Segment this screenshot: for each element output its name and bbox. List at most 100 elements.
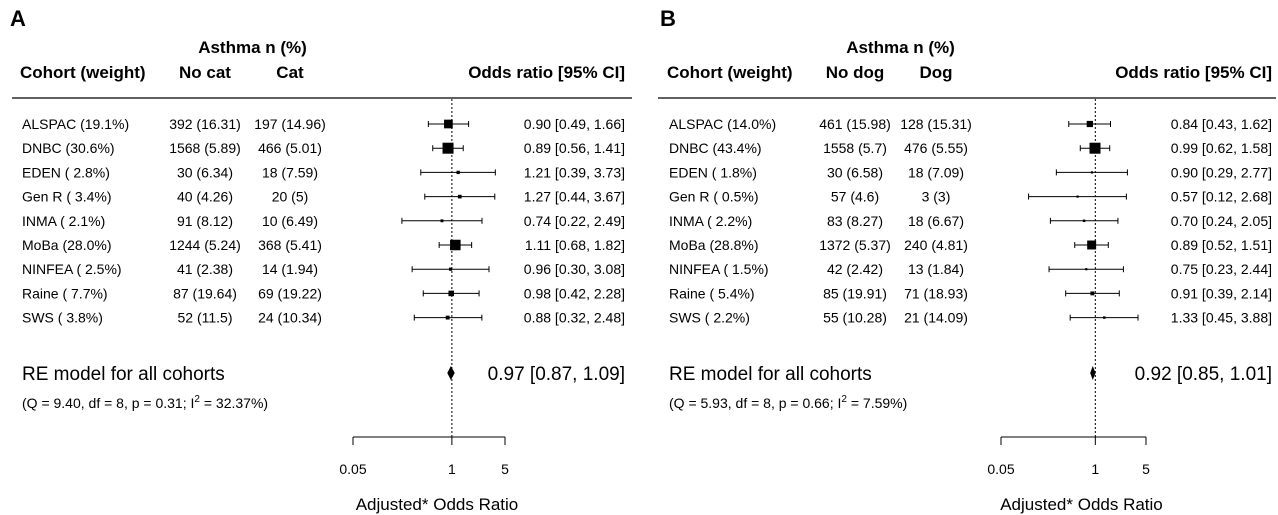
cohort-label: EDEN ( 2.8%) xyxy=(22,164,110,180)
x-axis-label: Adjusted* Odds Ratio xyxy=(356,495,519,514)
x-tick-label: 5 xyxy=(501,461,509,477)
study-row: DNBC (30.6%) 1568 (5.89) 466 (5.01) 0.89 [0… xyxy=(22,140,625,156)
odds-ratio-ci-text: 0.99 [0.62, 1.58] xyxy=(1171,140,1272,156)
study-row: INMA ( 2.2%) 83 (8.27) 18 (6.67) 0.70 [0.24… xyxy=(669,213,1272,229)
heterogeneity-stats: (Q = 9.40, df = 8, p = 0.31; I2 = 32.37%… xyxy=(22,394,268,411)
cohort-label: SWS ( 3.8%) xyxy=(22,310,103,326)
exposure-no-header: No cat xyxy=(179,63,231,82)
cohort-label: Raine ( 5.4%) xyxy=(669,285,755,301)
point-estimate-square xyxy=(1086,120,1093,128)
study-row: ALSPAC (19.1%) 392 (16.31) 197 (14.96) 0.90… xyxy=(22,116,625,132)
point-estimate-square xyxy=(450,239,461,251)
heterogeneity-stats: (Q = 5.93, df = 8, p = 0.66; I2 = 7.59%) xyxy=(669,394,907,411)
summary-label: RE model for all cohorts xyxy=(669,364,872,385)
point-estimate-square xyxy=(1090,291,1095,296)
odds-ratio-ci-text: 1.27 [0.44, 3.67] xyxy=(524,189,625,205)
count-exposed: 368 (5.41) xyxy=(258,237,322,253)
study-row: EDEN ( 1.8%) 30 (6.58) 18 (7.09) 0.90 [0.29… xyxy=(669,164,1272,180)
x-tick-label: 1 xyxy=(448,461,456,477)
cohort-label: MoBa (28.0%) xyxy=(22,237,111,253)
cohort-label: INMA ( 2.1%) xyxy=(22,213,105,229)
point-estimate-square xyxy=(1089,142,1101,154)
cohort-header: Cohort (weight) xyxy=(667,63,793,82)
cohort-label: DNBC (30.6%) xyxy=(22,140,115,156)
count-unexposed: 392 (16.31) xyxy=(169,116,241,132)
count-unexposed: 85 (19.91) xyxy=(823,285,887,301)
point-estimate-square xyxy=(448,267,453,271)
count-unexposed: 1558 (5.7) xyxy=(823,140,887,156)
odds-ratio-ci-text: 0.98 [0.42, 2.28] xyxy=(524,285,625,301)
odds-ratio-ci-text: 0.91 [0.39, 2.14] xyxy=(1171,285,1272,301)
count-unexposed: 1244 (5.24) xyxy=(169,237,241,253)
x-tick-label: 0.05 xyxy=(987,461,1014,477)
point-estimate-square xyxy=(1103,316,1106,319)
point-estimate-square xyxy=(1076,195,1079,198)
forest-panel-b: B Asthma n (%) Cohort (weight) No dog Dog Odd… xyxy=(658,6,1276,514)
count-exposed: 13 (1.84) xyxy=(908,261,964,277)
study-row: MoBa (28.8%) 1372 (5.37) 240 (4.81) 0.89 [0… xyxy=(669,237,1272,253)
odds-ratio-ci-text: 0.90 [0.29, 2.77] xyxy=(1171,164,1272,180)
group-header: Asthma n (%) xyxy=(198,38,307,57)
summary-diamond xyxy=(447,366,455,380)
odds-ratio-ci-text: 0.70 [0.24, 2.05] xyxy=(1171,213,1272,229)
point-estimate-square xyxy=(456,170,460,175)
effect-header: Odds ratio [95% CI] xyxy=(1115,63,1272,82)
study-row: DNBC (43.4%) 1558 (5.7) 476 (5.55) 0.99 [0.… xyxy=(669,140,1272,156)
study-row: INMA ( 2.1%) 91 (8.12) 10 (6.49) 0.74 [0.22… xyxy=(22,213,625,229)
cohort-label: NINFEA ( 1.5%) xyxy=(669,261,769,277)
count-unexposed: 57 (4.6) xyxy=(831,189,879,205)
study-row: Gen R ( 0.5%) 57 (4.6) 3 (3) 0.57 [0.12, 2.… xyxy=(669,189,1272,205)
summary-row: RE model for all cohorts 0.97 [0.87, 1.09… xyxy=(22,364,625,385)
odds-ratio-ci-text: 0.75 [0.23, 2.44] xyxy=(1171,261,1272,277)
cohort-label: SWS ( 2.2%) xyxy=(669,310,750,326)
cohort-label: Gen R ( 0.5%) xyxy=(669,189,758,205)
odds-ratio-ci-text: 1.33 [0.45, 3.88] xyxy=(1171,310,1272,326)
exposure-no-header: No dog xyxy=(826,63,885,82)
odds-ratio-ci-text: 0.74 [0.22, 2.49] xyxy=(524,213,625,229)
odds-ratio-ci-text: 0.88 [0.32, 2.48] xyxy=(524,310,625,326)
count-exposed: 10 (6.49) xyxy=(262,213,318,229)
count-exposed: 3 (3) xyxy=(922,189,951,205)
count-exposed: 71 (18.93) xyxy=(904,285,968,301)
point-estimate-square xyxy=(448,290,454,297)
count-unexposed: 91 (8.12) xyxy=(177,213,233,229)
point-estimate-square xyxy=(440,219,444,223)
point-estimate-square xyxy=(445,315,450,320)
study-row: NINFEA ( 1.5%) 42 (2.42) 13 (1.84) 0.75 [0.… xyxy=(669,261,1272,277)
group-header: Asthma n (%) xyxy=(846,38,955,57)
count-unexposed: 55 (10.28) xyxy=(823,310,887,326)
cohort-label: NINFEA ( 2.5%) xyxy=(22,261,122,277)
point-estimate-square xyxy=(1085,268,1088,271)
count-unexposed: 30 (6.34) xyxy=(177,164,233,180)
count-unexposed: 30 (6.58) xyxy=(827,164,883,180)
cohort-label: DNBC (43.4%) xyxy=(669,140,762,156)
study-row: EDEN ( 2.8%) 30 (6.34) 18 (7.59) 1.21 [0.39… xyxy=(22,164,625,180)
x-tick-label: 1 xyxy=(1091,461,1099,477)
summary-ci-text: 0.92 [0.85, 1.01] xyxy=(1135,364,1272,385)
count-exposed: 21 (14.09) xyxy=(904,310,968,326)
cohort-label: ALSPAC (19.1%) xyxy=(22,116,129,132)
count-unexposed: 40 (4.26) xyxy=(177,189,233,205)
odds-ratio-ci-text: 1.21 [0.39, 3.73] xyxy=(524,164,625,180)
study-row: SWS ( 2.2%) 55 (10.28) 21 (14.09) 1.33 [0.4… xyxy=(669,310,1272,326)
point-estimate-square xyxy=(444,119,453,129)
odds-ratio-ci-text: 0.90 [0.49, 1.66] xyxy=(524,116,625,132)
count-unexposed: 87 (19.64) xyxy=(173,285,237,301)
study-row: Raine ( 5.4%) 85 (19.91) 71 (18.93) 0.91 [0… xyxy=(669,285,1272,301)
point-estimate-square xyxy=(1082,219,1086,223)
count-exposed: 18 (6.67) xyxy=(908,213,964,229)
study-row: Raine ( 7.7%) 87 (19.64) 69 (19.22) 0.98 [0… xyxy=(22,285,625,301)
point-estimate-square xyxy=(457,194,462,199)
forest-panel-a: A Asthma n (%) Cohort (weight) No cat Cat Odd… xyxy=(10,6,632,514)
panel-label: B xyxy=(660,6,676,31)
count-unexposed: 461 (15.98) xyxy=(819,116,891,132)
point-estimate-square xyxy=(1087,240,1097,250)
cohort-header: Cohort (weight) xyxy=(20,63,146,82)
count-unexposed: 42 (2.42) xyxy=(827,261,883,277)
point-estimate-square xyxy=(442,142,454,154)
effect-header: Odds ratio [95% CI] xyxy=(468,63,625,82)
count-exposed: 476 (5.55) xyxy=(904,140,968,156)
count-exposed: 128 (15.31) xyxy=(900,116,972,132)
count-unexposed: 1372 (5.37) xyxy=(819,237,891,253)
summary-diamond xyxy=(1090,366,1096,380)
